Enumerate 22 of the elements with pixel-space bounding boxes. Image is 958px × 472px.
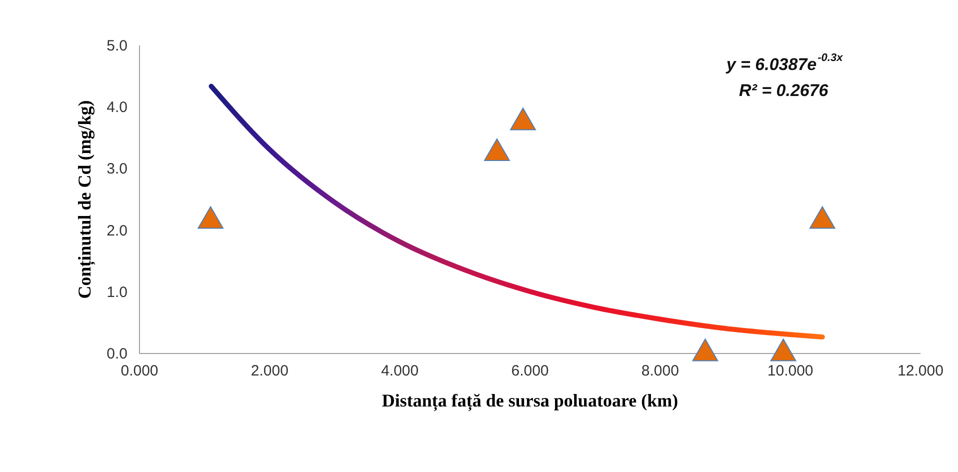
y-axis-title: Conținutul de Cd (mg/kg) <box>74 100 96 299</box>
x-tick-label: 6.000 <box>511 362 549 380</box>
x-tick-label: 0.000 <box>120 362 158 380</box>
point <box>770 338 796 362</box>
x-tick-label: 10.000 <box>767 362 814 380</box>
x-tick-label: 4.000 <box>381 362 419 380</box>
y-tick-label: 3.0 <box>106 160 128 178</box>
point <box>692 338 718 362</box>
x-tick-label: 2.000 <box>250 362 288 380</box>
point <box>198 206 224 229</box>
x-axis-title: Distanța față de sursa poluatoare (km) <box>382 390 678 412</box>
x-tick-label: 12.000 <box>898 362 944 380</box>
annotation: R² = 0.2676 <box>738 81 829 100</box>
y-tick-label: 1.0 <box>106 284 128 301</box>
x-tick-label: 8.000 <box>641 362 679 380</box>
point <box>510 108 536 130</box>
y-tick-label: 4.0 <box>106 99 128 116</box>
point <box>484 138 510 161</box>
y-tick-label: 2.0 <box>106 222 128 240</box>
point <box>809 206 836 229</box>
y-tick-label: 5.0 <box>106 38 128 54</box>
y-tick-label: 0.0 <box>106 346 128 362</box>
